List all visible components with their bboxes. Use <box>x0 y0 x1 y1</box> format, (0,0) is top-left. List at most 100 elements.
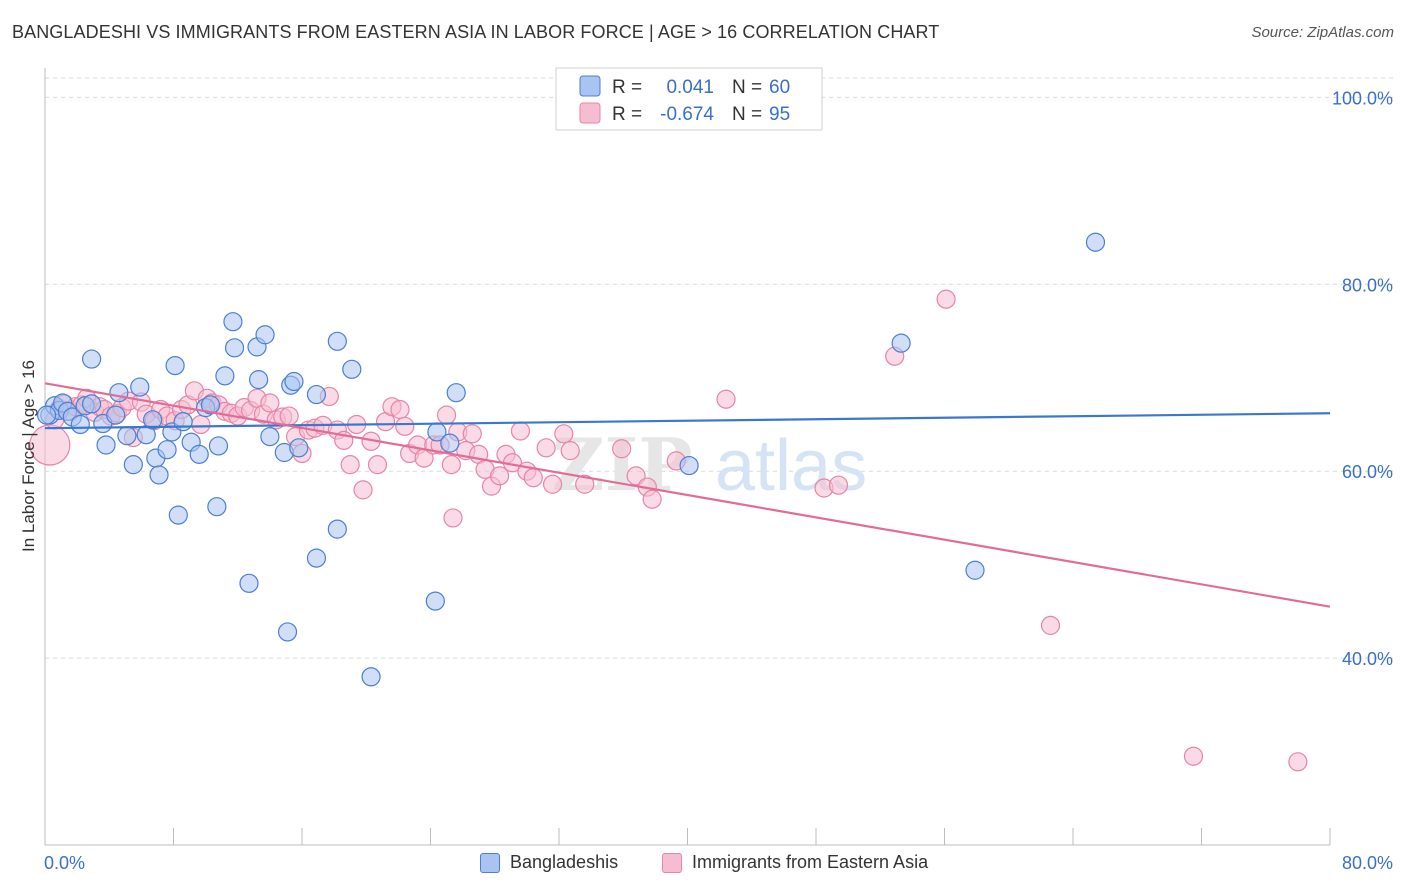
point-bangladeshis <box>37 405 57 425</box>
stats-n-value-2: 95 <box>769 104 790 125</box>
point-bangladeshis <box>106 405 126 425</box>
point-bangladeshis <box>81 349 102 369</box>
point-bangladeshis <box>446 383 466 403</box>
point-bangladeshis <box>200 395 221 415</box>
point-bangladeshis <box>284 371 304 392</box>
point-immigrants <box>489 466 510 486</box>
grid <box>45 77 1395 659</box>
legend-swatch-pink <box>662 852 682 873</box>
x-tick-label-max: 80.0% <box>1342 853 1393 873</box>
point-immigrants <box>436 405 457 425</box>
point-immigrants <box>612 439 632 459</box>
point-bangladeshis <box>215 366 235 386</box>
y-tick-label: 100.0% <box>1332 88 1393 108</box>
stats-n-value-1: 60 <box>769 77 790 98</box>
watermark-atlas: atlas <box>715 426 867 506</box>
point-bangladeshis <box>239 573 259 593</box>
point-immigrants <box>642 489 662 509</box>
stats-n-label-1: N = <box>732 77 762 98</box>
point-bangladeshis <box>189 444 209 464</box>
stats-r-label-2: R = <box>612 104 642 125</box>
y-tick-label: 80.0% <box>1342 275 1393 295</box>
point-bangladeshis <box>327 519 347 539</box>
point-bangladeshis <box>224 338 245 358</box>
point-immigrants <box>390 399 410 420</box>
point-bangladeshis <box>277 622 298 642</box>
stats-legend: R = 0.041 N = 60 R = -0.674 N = 95 <box>555 67 823 131</box>
legend-item-immigrants: Immigrants from Eastern Asia <box>662 852 928 873</box>
point-bangladeshis <box>117 426 137 446</box>
point-immigrants <box>542 474 563 494</box>
point-immigrants <box>523 468 543 488</box>
point-bangladeshis <box>168 505 188 525</box>
point-bangladeshis <box>289 438 309 458</box>
point-immigrants <box>191 414 211 435</box>
point-bangladeshis <box>1085 232 1106 252</box>
stats-r-label-1: R = <box>612 77 642 98</box>
point-bangladeshis <box>130 377 150 397</box>
stats-swatch-pink <box>579 102 601 124</box>
point-immigrants <box>1288 752 1308 772</box>
point-immigrants <box>1183 746 1204 766</box>
point-bangladeshis <box>891 333 911 353</box>
point-bangladeshis <box>173 412 193 432</box>
trend-line-bangladeshis <box>44 412 1331 430</box>
point-bangladeshis <box>425 591 445 611</box>
point-immigrants <box>340 455 360 475</box>
legend-item-bangladeshis: Bangladeshis <box>480 852 618 873</box>
point-immigrants <box>353 480 373 500</box>
point-bangladeshis <box>679 455 699 476</box>
point-immigrants <box>716 389 736 409</box>
point-immigrants <box>575 474 595 494</box>
point-bangladeshis <box>81 394 102 414</box>
point-bangladeshis <box>255 325 275 345</box>
point-bangladeshis <box>143 410 163 430</box>
point-bangladeshis <box>96 435 116 455</box>
point-immigrants <box>936 289 956 309</box>
legend-label-immigrants: Immigrants from Eastern Asia <box>692 852 929 872</box>
point-immigrants <box>554 424 574 444</box>
chart-title: BANGLADESHI VS IMMIGRANTS FROM EASTERN A… <box>12 22 940 42</box>
point-immigrants <box>367 455 388 475</box>
point-bangladeshis <box>327 331 347 351</box>
y-tick-label: 60.0% <box>1342 462 1393 482</box>
point-bangladeshis <box>109 383 129 403</box>
legend-swatch-blue <box>480 852 500 873</box>
stats-n-label-2: N = <box>732 104 762 125</box>
point-immigrants <box>279 406 299 426</box>
point-immigrants <box>1040 615 1061 635</box>
point-bangladeshis <box>149 465 169 485</box>
point-bangladeshis <box>208 436 229 456</box>
point-bangladeshis <box>157 440 177 460</box>
series-bangladeshis <box>37 232 1106 687</box>
trend-line-immigrants <box>44 382 1331 608</box>
point-bangladeshis <box>440 433 460 453</box>
point-bangladeshis <box>306 548 327 568</box>
point-immigrants <box>536 438 556 458</box>
point-bangladeshis <box>70 414 90 435</box>
point-immigrants <box>441 455 461 475</box>
point-immigrants <box>395 416 415 436</box>
point-immigrants <box>560 441 580 461</box>
stats-r-value-2: -0.674 <box>660 104 714 125</box>
stats-swatch-blue <box>579 75 601 97</box>
point-bangladeshis <box>223 312 243 332</box>
y-tick-label: 40.0% <box>1342 649 1393 669</box>
point-bangladeshis <box>207 497 227 517</box>
source-label: Source: ZipAtlas.com <box>1251 24 1394 41</box>
y-tick-labels: 40.0% 60.0% 80.0% 100.0% <box>1332 88 1393 669</box>
point-bangladeshis <box>306 384 327 405</box>
point-bangladeshis <box>965 560 985 580</box>
point-immigrants <box>828 475 849 495</box>
point-bangladeshis <box>249 370 269 390</box>
point-bangladeshis <box>361 667 381 687</box>
legend-label-bangladeshis: Bangladeshis <box>510 852 619 872</box>
trend-lines <box>44 382 1331 608</box>
bottom-legend: Bangladeshis Immigrants from Eastern Asi… <box>0 852 1406 878</box>
x-tick-label-min: 0.0% <box>44 853 85 873</box>
series-immigrants-eastern-asia <box>29 289 1308 772</box>
stats-r-value-1: 0.041 <box>666 77 714 98</box>
point-bangladeshis <box>260 427 280 447</box>
point-immigrants <box>510 421 531 441</box>
